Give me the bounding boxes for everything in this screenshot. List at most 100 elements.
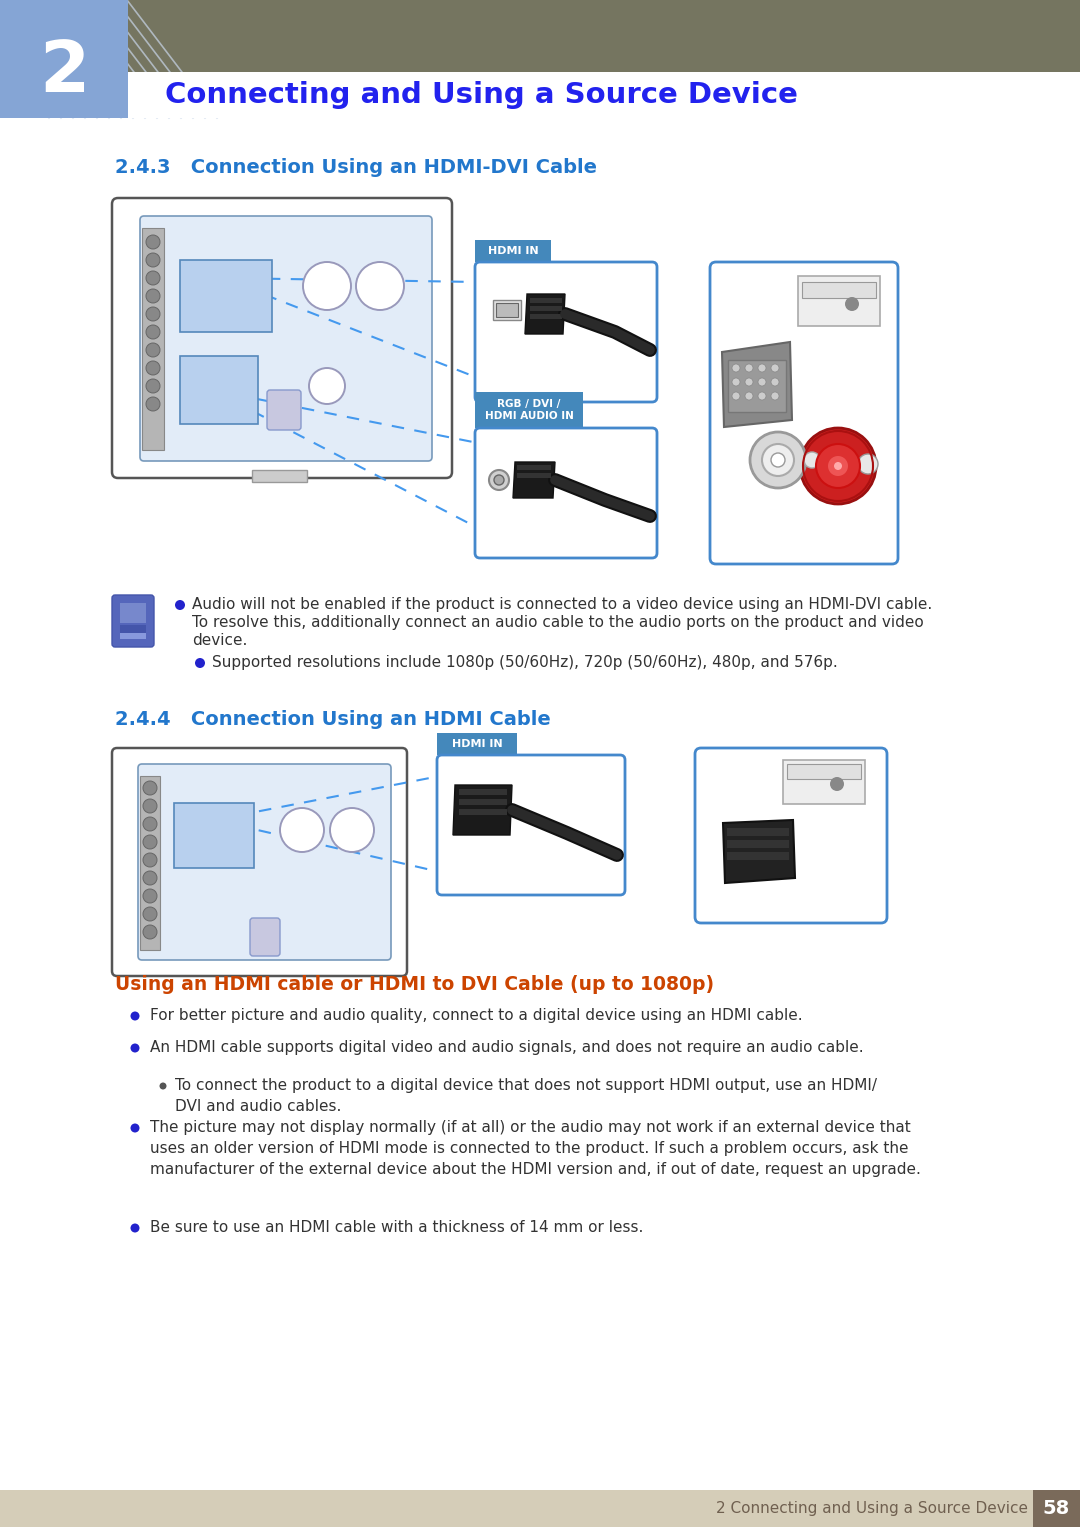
FancyBboxPatch shape xyxy=(437,754,625,895)
Circle shape xyxy=(143,817,157,831)
Circle shape xyxy=(758,392,766,400)
Circle shape xyxy=(143,907,157,921)
Polygon shape xyxy=(513,463,555,498)
Circle shape xyxy=(309,368,345,405)
Circle shape xyxy=(146,379,160,392)
Circle shape xyxy=(280,808,324,852)
Bar xyxy=(727,828,789,835)
Polygon shape xyxy=(723,820,795,883)
Text: 2: 2 xyxy=(39,38,90,107)
Bar xyxy=(1032,1490,1080,1527)
Circle shape xyxy=(143,780,157,796)
Text: 2.4.4   Connection Using an HDMI Cable: 2.4.4 Connection Using an HDMI Cable xyxy=(114,710,551,728)
Bar xyxy=(0,1490,1080,1527)
Bar xyxy=(180,356,258,425)
Bar xyxy=(270,392,298,428)
Circle shape xyxy=(745,363,753,373)
Circle shape xyxy=(131,1043,139,1052)
Circle shape xyxy=(143,854,157,867)
Circle shape xyxy=(146,325,160,339)
Circle shape xyxy=(131,1011,139,1020)
Bar xyxy=(475,240,551,263)
Bar xyxy=(120,625,146,634)
Polygon shape xyxy=(525,295,565,334)
Bar xyxy=(530,315,562,319)
Bar xyxy=(787,764,861,779)
Circle shape xyxy=(146,360,160,376)
FancyBboxPatch shape xyxy=(140,215,432,461)
Circle shape xyxy=(195,658,205,667)
Bar xyxy=(437,733,517,754)
Bar xyxy=(459,809,507,815)
Circle shape xyxy=(146,289,160,302)
Circle shape xyxy=(143,889,157,902)
FancyBboxPatch shape xyxy=(138,764,391,960)
Circle shape xyxy=(831,777,843,791)
Bar xyxy=(496,302,518,318)
Circle shape xyxy=(175,600,185,609)
Text: RGB / DVI /
HDMI AUDIO IN: RGB / DVI / HDMI AUDIO IN xyxy=(485,399,573,421)
Circle shape xyxy=(330,808,374,852)
FancyBboxPatch shape xyxy=(249,918,280,956)
Text: 58: 58 xyxy=(1042,1498,1069,1518)
Bar xyxy=(530,305,562,312)
Circle shape xyxy=(771,454,785,467)
Polygon shape xyxy=(453,785,512,835)
Circle shape xyxy=(143,835,157,849)
Text: Using an HDMI cable or HDMI to DVI Cable (up to 1080p): Using an HDMI cable or HDMI to DVI Cable… xyxy=(114,976,714,994)
Circle shape xyxy=(800,428,876,504)
Bar xyxy=(802,282,876,298)
Circle shape xyxy=(494,475,504,486)
Text: To resolve this, additionally connect an audio cable to the audio ports on the p: To resolve this, additionally connect an… xyxy=(192,615,923,631)
Bar xyxy=(120,603,146,623)
Circle shape xyxy=(303,263,351,310)
FancyBboxPatch shape xyxy=(267,389,301,431)
Circle shape xyxy=(834,463,842,470)
Circle shape xyxy=(356,263,404,310)
Circle shape xyxy=(143,799,157,812)
Bar xyxy=(120,634,146,638)
FancyBboxPatch shape xyxy=(475,263,657,402)
Text: Supported resolutions include 1080p (50/60Hz), 720p (50/60Hz), 480p, and 576p.: Supported resolutions include 1080p (50/… xyxy=(212,655,838,670)
Text: For better picture and audio quality, connect to a digital device using an HDMI : For better picture and audio quality, co… xyxy=(150,1008,802,1023)
Text: To connect the product to a digital device that does not support HDMI output, us: To connect the product to a digital devi… xyxy=(175,1078,877,1115)
Bar xyxy=(180,260,272,331)
Circle shape xyxy=(146,270,160,286)
Bar xyxy=(174,803,254,867)
Text: HDMI IN: HDMI IN xyxy=(451,739,502,750)
Circle shape xyxy=(828,457,848,476)
Bar xyxy=(727,840,789,847)
Circle shape xyxy=(160,1083,166,1089)
Circle shape xyxy=(489,470,509,490)
FancyBboxPatch shape xyxy=(112,748,407,976)
Circle shape xyxy=(732,379,740,386)
Circle shape xyxy=(771,392,779,400)
FancyBboxPatch shape xyxy=(710,263,897,563)
FancyBboxPatch shape xyxy=(475,428,657,557)
Circle shape xyxy=(771,363,779,373)
Circle shape xyxy=(750,432,806,489)
Bar xyxy=(252,470,307,483)
Circle shape xyxy=(858,454,878,473)
Circle shape xyxy=(758,363,766,373)
Bar xyxy=(0,0,129,118)
Bar xyxy=(798,276,880,325)
Bar xyxy=(530,298,562,302)
Circle shape xyxy=(804,452,820,467)
Circle shape xyxy=(131,1124,139,1133)
Bar xyxy=(517,466,551,470)
Circle shape xyxy=(745,392,753,400)
Circle shape xyxy=(816,444,860,489)
Circle shape xyxy=(758,379,766,386)
Bar xyxy=(783,760,865,805)
FancyBboxPatch shape xyxy=(112,199,453,478)
Text: Connecting and Using a Source Device: Connecting and Using a Source Device xyxy=(165,81,798,108)
Circle shape xyxy=(146,344,160,357)
Bar xyxy=(140,776,160,950)
Circle shape xyxy=(745,379,753,386)
Circle shape xyxy=(845,296,859,312)
Bar xyxy=(492,299,521,321)
Text: HDMI IN: HDMI IN xyxy=(488,246,538,257)
Text: device.: device. xyxy=(192,634,247,647)
Bar xyxy=(517,473,551,478)
